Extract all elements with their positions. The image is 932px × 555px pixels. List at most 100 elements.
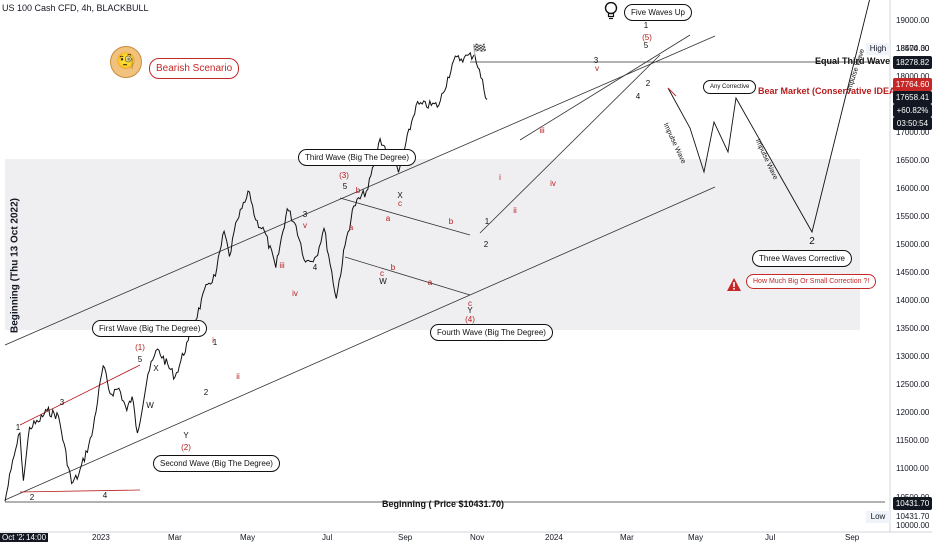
- third-wave-bubble: Third Wave (Big The Degree): [298, 149, 417, 166]
- wave-mark: c: [468, 299, 472, 308]
- lower-channel-line: [4, 186, 716, 501]
- wave-mark: 1: [644, 21, 649, 30]
- high-label: High: [866, 43, 890, 55]
- countdown-tag: 03:50:54: [893, 117, 932, 130]
- lightbulb-icon: [604, 1, 618, 20]
- time-tick-label: Nov: [470, 533, 485, 542]
- price-tick-label: 14000.00: [896, 296, 930, 306]
- wave-mark: i: [499, 173, 501, 182]
- left-axis-title: Beginning (Thu 13 Oct 2022): [9, 197, 21, 334]
- wave-mark: 3: [303, 210, 308, 219]
- price-tick-label: 13000.00: [896, 352, 930, 362]
- time-tick-label: 2023: [92, 533, 110, 542]
- time-tick-label: 2024: [545, 533, 563, 542]
- wave-mark: a: [428, 278, 433, 287]
- wave-mark: (5): [642, 33, 652, 42]
- wave-mark: 1: [485, 217, 490, 226]
- wave-mark: c: [380, 269, 384, 278]
- wave-mark: 5: [138, 355, 143, 364]
- wave-mark: W: [379, 277, 387, 286]
- low-label: Low: [866, 511, 890, 523]
- price-tick-label: 12000.00: [896, 408, 930, 418]
- wave-mark: X: [153, 364, 159, 373]
- time-tick-label: Mar: [620, 533, 634, 542]
- price-tick-label: 14500.00: [896, 268, 930, 278]
- wave-mark: Y: [467, 306, 473, 315]
- time-tick-label: 14:00: [24, 533, 49, 542]
- beginning-price-label: Beginning ( Price $10431.70): [382, 499, 505, 509]
- time-tick-label: Sep: [398, 533, 413, 542]
- high-value: 18474.30: [896, 44, 930, 53]
- wave-two-trendline: [19, 489, 141, 493]
- price-tick-label: 16000.00: [896, 184, 930, 194]
- wave-mark: b: [391, 263, 396, 272]
- any-corrective-bubble: Any Corrective: [703, 80, 757, 94]
- price-tick-label: 18000.00: [896, 72, 930, 82]
- wave-mark: iii: [539, 126, 545, 135]
- wave-mark: v: [595, 64, 599, 73]
- wave-mark: 2: [204, 388, 209, 397]
- price-tick-label: 12500.00: [896, 380, 930, 390]
- fourth-wave-bubble: Fourth Wave (Big The Degree): [430, 324, 553, 341]
- price-tag-top: 18278.82: [893, 56, 932, 69]
- price-tick-label: 15500.00: [896, 212, 930, 222]
- wave-mark: Y: [183, 431, 189, 440]
- wave-mark: 3: [60, 398, 65, 407]
- price-tick-label: 16500.00: [896, 156, 930, 166]
- wave-mark: 1: [213, 338, 218, 347]
- wave-mark: iv: [550, 179, 556, 188]
- first-wave-bubble: First Wave (Big The Degree): [92, 320, 208, 337]
- wave-mark: X: [397, 191, 403, 200]
- wave-mark: 2: [30, 493, 35, 502]
- wave-mark: 5: [343, 182, 348, 191]
- wave-mark: i: [212, 336, 214, 345]
- price-tick-label: 11000.00: [896, 464, 929, 474]
- price-tick-label: 11500.00: [896, 436, 929, 446]
- wave-mark: 3: [594, 56, 599, 65]
- price-tick-label: 15000.00: [896, 240, 930, 250]
- second-wave-bubble: Second Wave (Big The Degree): [153, 455, 280, 472]
- time-tick-label: Jul: [765, 533, 776, 542]
- time-tick-label: Oct '22: [0, 533, 30, 542]
- wave-mark: 4: [103, 491, 108, 500]
- time-tick-label: May: [688, 533, 704, 542]
- wave-mark: iii: [279, 261, 285, 270]
- wave-mark: a: [386, 214, 391, 223]
- three-waves-corrective-bubble: Three Waves Corrective: [752, 250, 852, 267]
- wave-mark: (3): [339, 171, 349, 180]
- time-tick-label: Sep: [845, 533, 860, 542]
- thinking-face-icon: 🧐: [110, 46, 142, 78]
- equal-third-wave-label: Equal Third Wave: [815, 56, 891, 66]
- wave-mark: 4: [313, 263, 318, 272]
- price-tick-label: 13500.00: [896, 324, 930, 334]
- forecast-path: [667, 0, 870, 234]
- wave-mark: (4): [465, 315, 475, 324]
- wave-mark: a: [349, 223, 354, 232]
- time-tick-label: May: [240, 533, 256, 542]
- five-waves-up-bubble: Five Waves Up: [624, 4, 692, 21]
- wave-mark: 1: [16, 423, 21, 432]
- wave-mark: 2: [484, 240, 489, 249]
- wave-mark: v: [303, 221, 307, 230]
- price-tick-label: 18500.00: [896, 44, 930, 54]
- wave-mark: 5: [644, 41, 649, 50]
- wave-mark: ii: [236, 372, 240, 381]
- time-tick-label: Jul: [322, 533, 333, 542]
- warning-icon: [726, 277, 742, 293]
- price-tick-label: 17000.00: [896, 128, 930, 138]
- price-tag-mid: 17764.60: [893, 78, 932, 91]
- forecast-start-mark: [667, 87, 677, 97]
- wave-mark: 4: [636, 92, 641, 101]
- symbol-header: US 100 Cash CFD, 4h, BLACKBULL: [2, 3, 149, 13]
- bearish-scenario-bubble: Bearish Scenario: [149, 58, 240, 79]
- inner-channel-lower: [479, 54, 661, 234]
- wave-mark: W: [146, 401, 154, 410]
- wave-mark: ii: [513, 206, 517, 215]
- wave-mark: b: [356, 186, 361, 195]
- price-tick-label: 10000.00: [896, 520, 930, 530]
- range-zone: [5, 159, 860, 330]
- wave-mark: 2: [809, 236, 815, 247]
- low-value: 10431.70: [896, 512, 930, 521]
- time-tick-label: Mar: [168, 533, 182, 542]
